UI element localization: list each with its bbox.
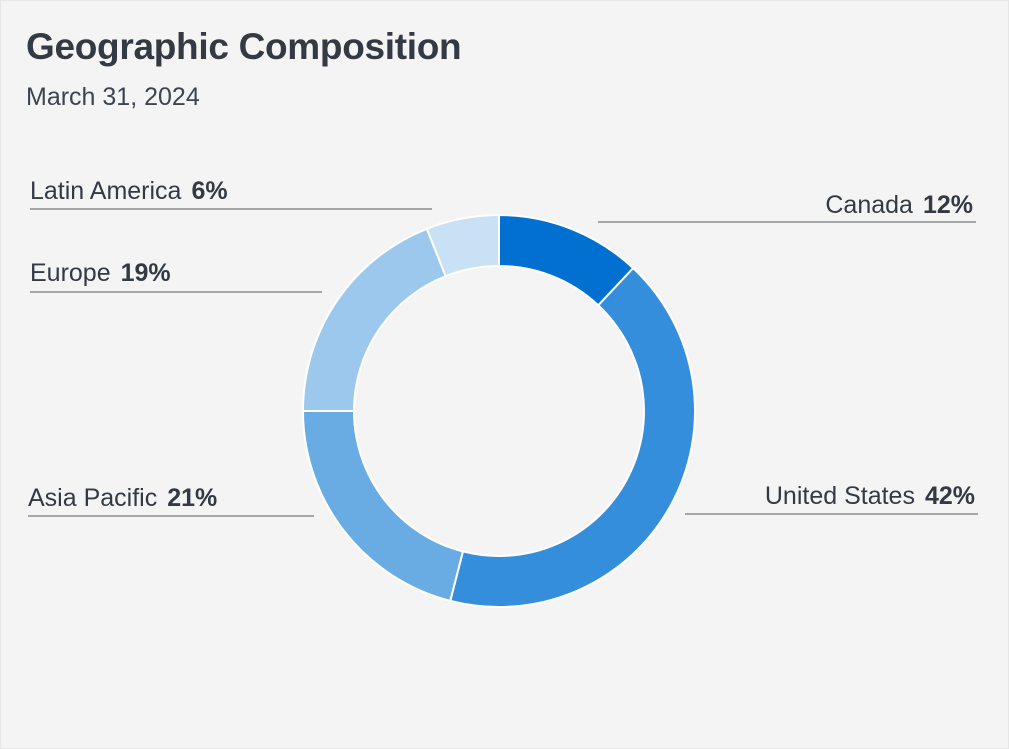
label-percent: 19% <box>120 259 171 287</box>
label-name: Europe <box>30 259 111 287</box>
slice-europe <box>301 227 447 412</box>
label-name: Latin America <box>30 177 182 205</box>
label-percent: 42% <box>924 482 975 510</box>
slice-united-states <box>449 266 696 608</box>
label-name: Canada <box>825 191 913 219</box>
label-name: Asia Pacific <box>28 484 158 512</box>
chart-date: March 31, 2024 <box>26 83 200 111</box>
slice-latin-america <box>425 213 500 278</box>
label-percent: 12% <box>922 191 973 219</box>
label-canada: Canada 12% <box>825 191 973 219</box>
label-percent: 6% <box>191 177 228 205</box>
label-name: United States <box>764 482 915 510</box>
label-percent: 21% <box>167 484 218 512</box>
label-europe: Europe 19% <box>30 259 171 287</box>
donut-slices <box>301 213 696 608</box>
chart-title: Geographic Composition <box>26 26 462 67</box>
label-united-states: United States 42% <box>765 482 975 510</box>
slice-asia-pacific <box>301 410 465 603</box>
label-asia-pacific: Asia Pacific 21% <box>28 484 217 512</box>
leader-lines <box>28 208 978 517</box>
label-latin-america: Latin America 6% <box>30 177 228 205</box>
